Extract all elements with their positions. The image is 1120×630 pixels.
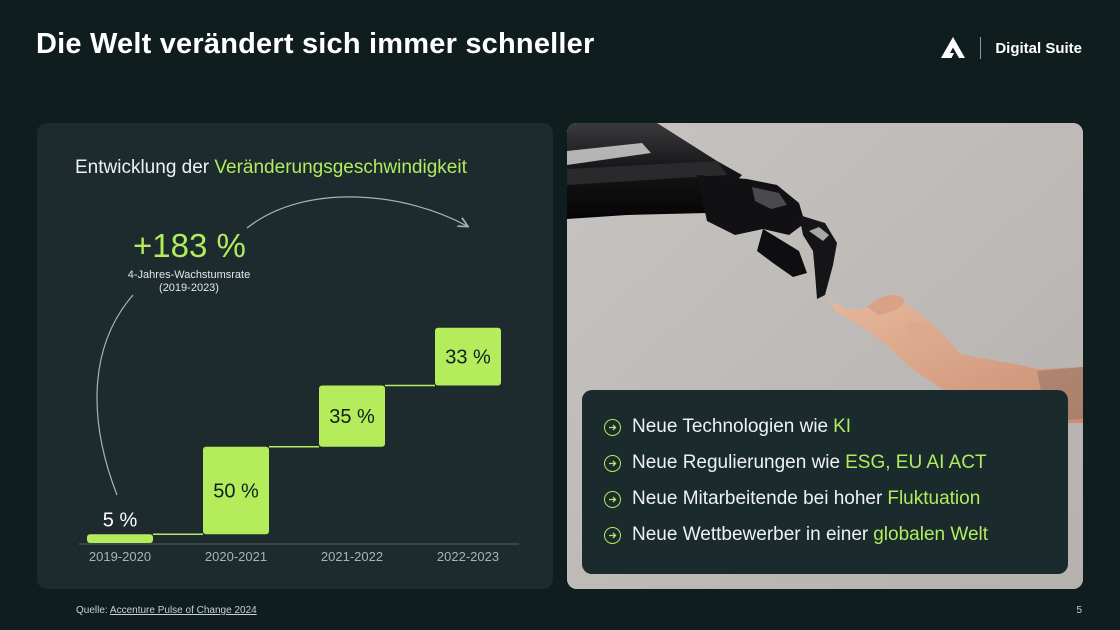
bullet-highlight: Fluktuation <box>887 488 981 509</box>
arrow-right-circle-icon <box>604 418 621 436</box>
x-tick-label: 2020-2021 <box>205 549 267 564</box>
bar-value-label: 33 % <box>445 347 491 369</box>
bullet-highlight: globalen Welt <box>873 524 989 545</box>
arrow-right-circle-icon <box>604 454 621 472</box>
brand-logo-icon <box>941 37 966 58</box>
slide-title: Die Welt verändert sich immer schneller <box>36 28 595 60</box>
bar-2020-2021 <box>203 446 269 535</box>
x-tick-label: 2019-2020 <box>89 549 151 564</box>
bullet-text: Neue Mitarbeitende bei hoher <box>632 488 883 509</box>
growth-rate-label-line2: (2019-2023) <box>159 282 219 294</box>
bullet-text: Neue Technologien wie <box>632 416 829 437</box>
bullet-text: Neue Regulierungen wie <box>632 452 841 473</box>
brand-divider <box>980 37 982 59</box>
bar-2019-2020 <box>87 534 153 543</box>
source-link[interactable]: Accenture Pulse of Change 2024 <box>109 605 257 616</box>
bullet-item: Neue Technologien wie KI <box>604 416 851 438</box>
source-prefix: Quelle: <box>76 605 108 616</box>
bullet-highlight: KI <box>833 416 852 437</box>
growth-rate-value: +183 % <box>133 227 246 264</box>
chart-card: Entwicklung der Veränderungsgeschwindigk… <box>37 123 553 589</box>
page-number: 5 <box>1076 605 1082 616</box>
growth-rate-label-line1: 4-Jahres-Wachstumsrate <box>127 269 251 281</box>
chart-title-prefix: Entwicklung der <box>75 157 215 178</box>
waterfall-chart: 5 % 50 % 35 % 33 % 2019-2020 2020-2021 2021-2… <box>79 196 519 564</box>
growth-arc-top <box>246 196 467 229</box>
growth-rate-label: 4-Jahres-Wachstumsrate (2019-2023) <box>115 269 263 295</box>
chart-title-highlight: Veränderungsgeschwindigkeit <box>214 157 467 178</box>
bullet-highlight: ESG, EU AI ACT <box>845 452 987 473</box>
bar-2021-2022 <box>319 385 385 447</box>
arrow-right-circle-icon <box>604 526 621 544</box>
image-card: Neue Technologien wie KI Neue Regulierun… <box>567 123 1083 589</box>
growth-arc-left <box>96 294 134 496</box>
bar-value-label: 5 % <box>103 509 138 531</box>
chart-title: Entwicklung der Veränderungsgeschwindigk… <box>75 157 467 179</box>
brand-name: Digital Suite <box>995 39 1082 57</box>
x-tick-label: 2022-2023 <box>437 549 499 564</box>
bullet-list-panel: Neue Technologien wie KI Neue Regulierun… <box>582 390 1068 574</box>
x-tick-label: 2021-2022 <box>321 549 383 564</box>
bullet-text: Neue Wettbewerber in einer <box>632 524 869 545</box>
bullet-item: Neue Mitarbeitende bei hoher Fluktuation <box>604 488 980 510</box>
brand: Digital Suite <box>940 36 1082 60</box>
bar-2022-2023 <box>435 327 501 386</box>
bar-value-label: 35 % <box>329 406 375 428</box>
arrow-right-circle-icon <box>604 490 621 508</box>
bullet-item: Neue Regulierungen wie ESG, EU AI ACT <box>604 452 987 474</box>
bullet-item: Neue Wettbewerber in einer globalen Welt <box>604 524 988 546</box>
source-note: Quelle: Accenture Pulse of Change 2024 <box>76 605 257 616</box>
bar-value-label: 50 % <box>213 481 259 503</box>
